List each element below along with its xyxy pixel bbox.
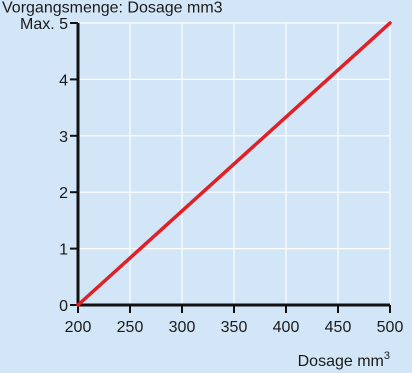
x-axis-title-superscript: 3 [384,350,390,362]
x-tick-label-4: 400 [273,319,300,336]
x-tick-label-1: 250 [117,319,144,336]
y-tick-label-0: 0 [59,298,68,315]
x-tick-label-0: 200 [65,319,92,336]
series-line-0 [76,21,392,307]
x-axis-title-text: Dosage mm [298,353,384,370]
ticks: 200 250 300 350 400 450 500 0 1 2 3 4 Max. 5 [20,16,403,336]
y-tick-label-1: 1 [59,242,68,259]
series [76,21,392,307]
y-tick-label-5: Max. 5 [20,16,68,33]
x-tick-label-6: 500 [377,319,404,336]
chart-title: Vorgangsmenge: Dosage mm3 [2,0,223,16]
y-tick-label-4: 4 [59,72,68,89]
y-tick-label-3: 3 [59,129,68,146]
x-tick-label-2: 300 [169,319,196,336]
y-tick-label-2: 2 [59,185,68,202]
x-tick-label-5: 450 [325,319,352,336]
x-axis-title: Dosage mm3 [298,350,390,370]
x-tick-label-3: 350 [221,319,248,336]
